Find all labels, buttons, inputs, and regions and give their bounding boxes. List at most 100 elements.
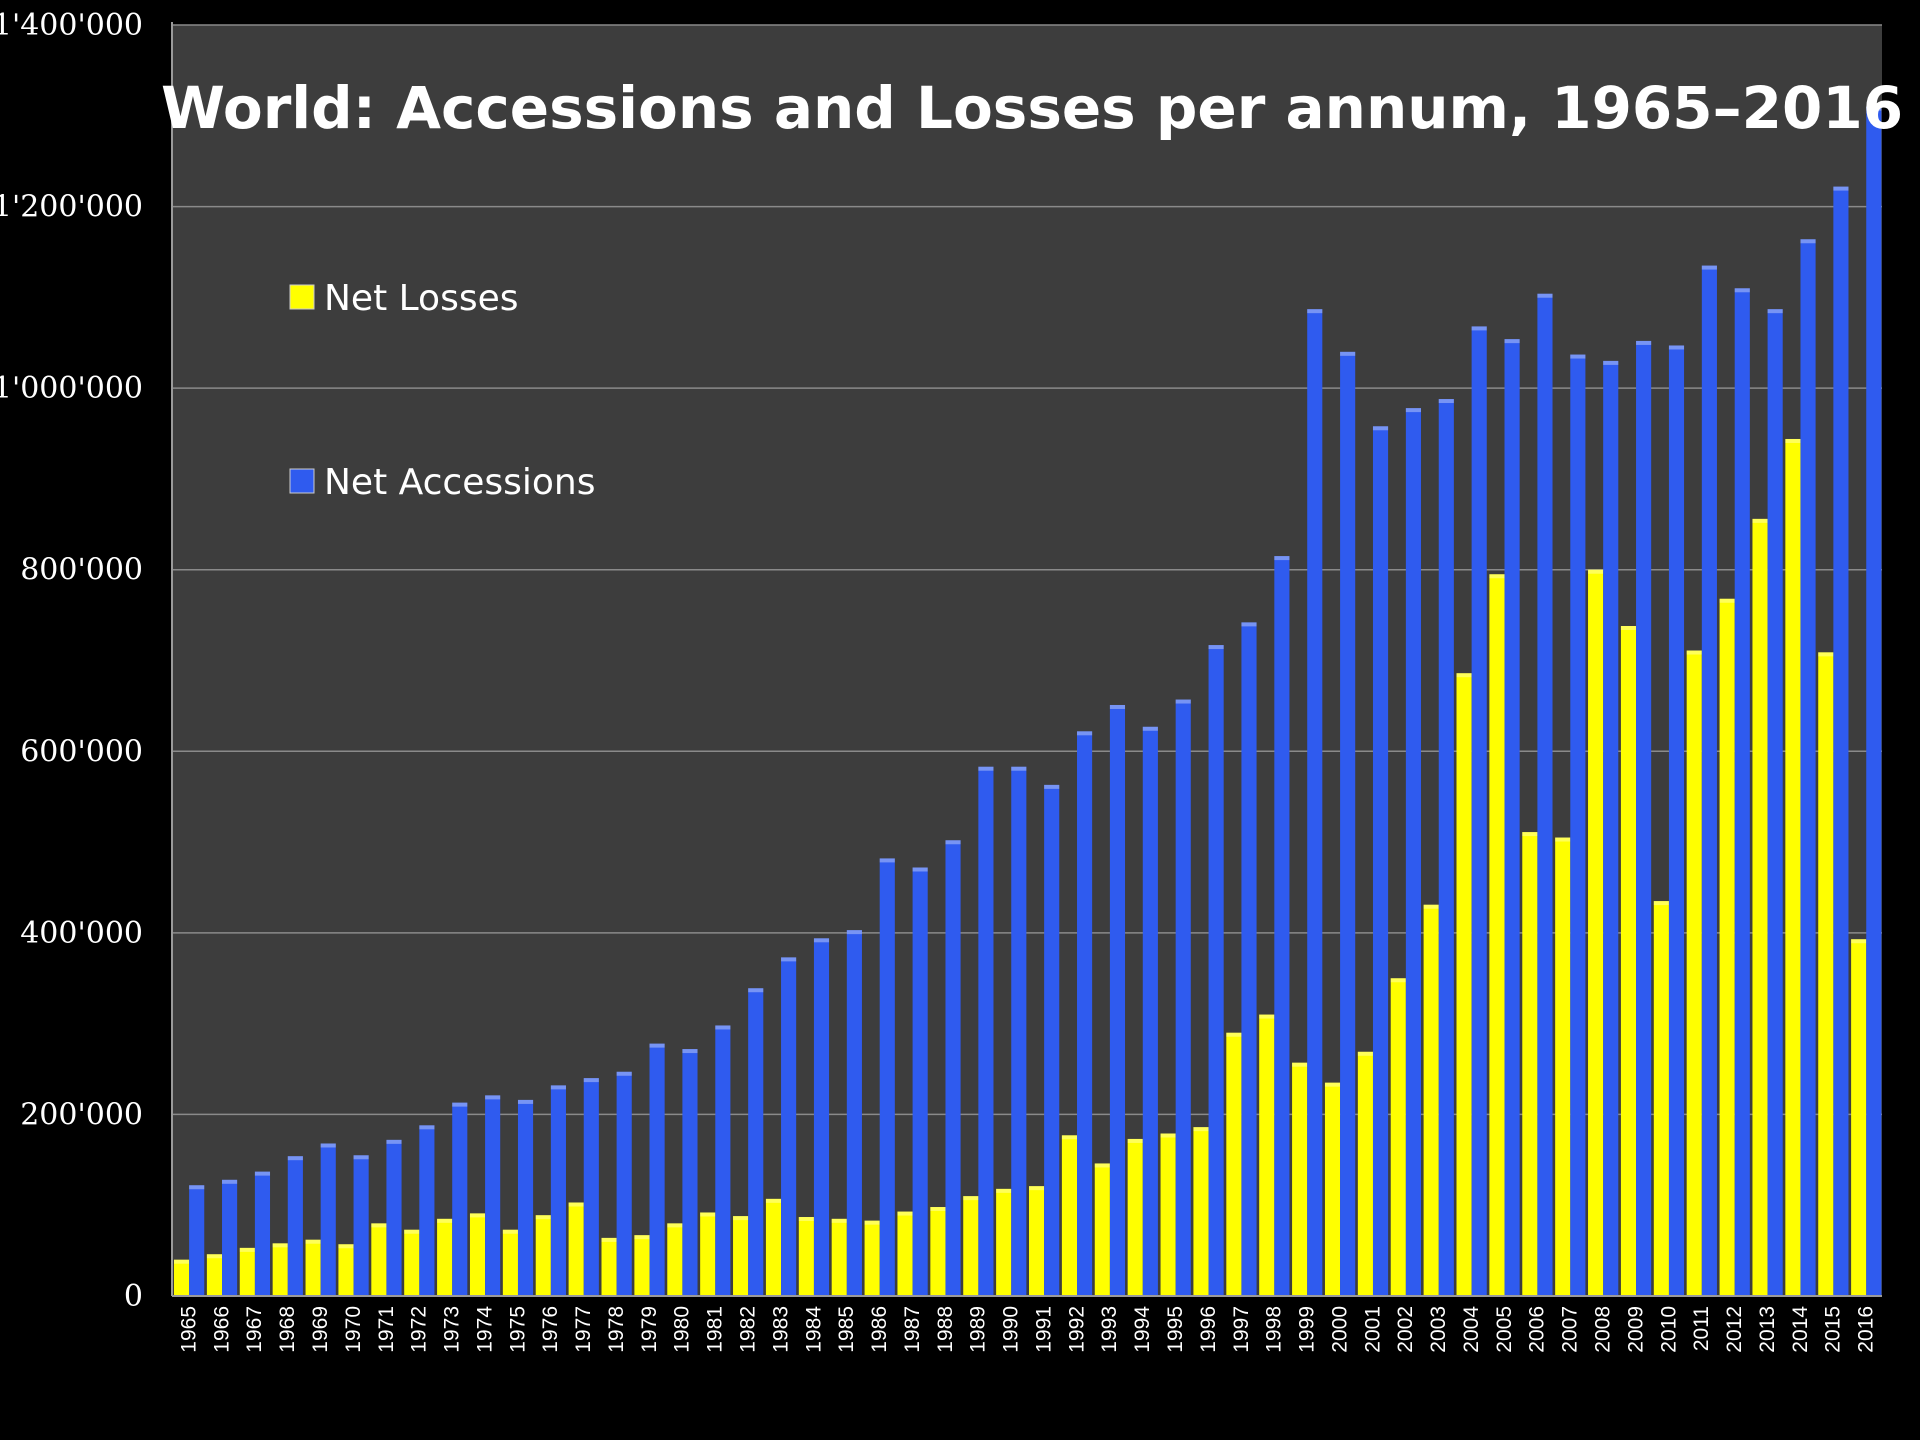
- bar-net-losses-cap: [568, 1202, 584, 1207]
- bar-net-losses: [634, 1235, 650, 1296]
- bar-net-losses: [469, 1213, 486, 1296]
- bar-net-losses-cap: [1193, 1127, 1209, 1132]
- bar-net-losses-cap: [897, 1211, 913, 1216]
- x-tick-label: 1996: [1197, 1306, 1220, 1353]
- bar-net-accessions-cap: [1767, 309, 1783, 314]
- x-tick-label: 1992: [1065, 1306, 1088, 1353]
- bar-net-accessions: [320, 1143, 336, 1296]
- legend: Net Losses Net Accessions: [289, 278, 595, 503]
- bar-net-losses: [1390, 978, 1406, 1296]
- bar-net-losses: [239, 1247, 255, 1296]
- y-tick-label: 400'000: [20, 916, 143, 951]
- bar-net-losses: [733, 1216, 749, 1296]
- x-tick-label: 1993: [1098, 1306, 1121, 1353]
- bar-net-losses-cap: [1818, 652, 1834, 657]
- bar-net-accessions-cap: [1044, 784, 1060, 789]
- bar-net-accessions-cap: [1372, 426, 1389, 431]
- bar-net-accessions-cap: [1800, 239, 1816, 244]
- bar-net-accessions-cap: [879, 858, 895, 863]
- bar-net-losses: [1752, 518, 1768, 1296]
- bar-net-accessions: [846, 930, 862, 1296]
- bar-net-losses: [1292, 1062, 1308, 1296]
- bar-net-accessions: [419, 1125, 435, 1296]
- x-tick-label: 1973: [441, 1306, 464, 1353]
- bar-net-losses: [1653, 901, 1669, 1296]
- bar-net-losses-cap: [700, 1212, 716, 1217]
- bar-net-losses-cap: [272, 1243, 288, 1248]
- bar-net-losses-cap: [798, 1217, 814, 1222]
- x-tick-label: 1977: [572, 1306, 595, 1353]
- bar-net-losses: [1061, 1135, 1078, 1296]
- bar-net-losses: [1818, 652, 1834, 1296]
- x-tick-label: 2009: [1624, 1306, 1647, 1353]
- y-tick-label: 800'000: [20, 553, 143, 588]
- bar-net-accessions-cap: [1603, 360, 1619, 365]
- bar-net-accessions: [1307, 309, 1323, 1296]
- bar-net-losses: [272, 1243, 288, 1296]
- bar-net-losses-cap: [667, 1223, 683, 1228]
- bar-net-accessions-cap: [1537, 293, 1553, 298]
- bar-net-losses: [206, 1254, 223, 1296]
- bar-net-losses-cap: [239, 1247, 255, 1252]
- bar-net-accessions-cap: [1208, 645, 1224, 650]
- bar-net-losses: [1029, 1186, 1045, 1296]
- bar-net-accessions: [1208, 645, 1224, 1296]
- x-tick-label: 1970: [342, 1306, 365, 1353]
- bar-net-accessions: [1767, 309, 1783, 1296]
- bar-net-accessions-cap: [978, 766, 994, 771]
- bar-net-losses-cap: [831, 1218, 847, 1223]
- bar-net-losses: [864, 1220, 880, 1296]
- bar-net-losses-cap: [1555, 837, 1571, 842]
- bar-net-losses-cap: [1423, 904, 1439, 909]
- bar-net-losses-cap: [1752, 518, 1768, 523]
- bar-net-accessions-cap: [1011, 766, 1027, 771]
- x-tick-label: 2005: [1493, 1306, 1516, 1353]
- bar-net-losses: [1226, 1032, 1242, 1296]
- bar-net-accessions-cap: [813, 938, 830, 943]
- bar-net-accessions-cap: [1274, 556, 1290, 561]
- bar-net-accessions-cap: [1077, 731, 1093, 736]
- bar-net-accessions: [287, 1156, 303, 1296]
- bar-net-accessions-cap: [287, 1156, 303, 1161]
- bar-net-losses-cap: [864, 1220, 880, 1225]
- bar-net-accessions: [1142, 726, 1158, 1296]
- legend-swatch: [289, 468, 315, 494]
- bar-net-losses: [1094, 1163, 1110, 1296]
- bar-net-losses-cap: [535, 1215, 551, 1220]
- bar-net-losses: [930, 1207, 946, 1296]
- bar-net-accessions-cap: [1636, 340, 1652, 345]
- bar-net-losses: [305, 1239, 321, 1296]
- bar-net-losses-cap: [765, 1198, 782, 1203]
- bar-net-accessions: [1668, 345, 1685, 1296]
- bar-net-losses-cap: [1588, 569, 1604, 574]
- x-tick-label: 1982: [736, 1306, 759, 1353]
- bar-net-accessions-cap: [452, 1102, 468, 1107]
- x-tick-label: 1965: [177, 1306, 200, 1353]
- bar-net-accessions: [748, 988, 764, 1296]
- bar-net-accessions: [1471, 326, 1487, 1296]
- x-tick-label: 1988: [934, 1306, 957, 1353]
- legend-swatch: [289, 284, 315, 310]
- bar-net-losses: [831, 1218, 847, 1296]
- bar-net-accessions-cap: [616, 1071, 632, 1076]
- bar-net-losses: [174, 1259, 190, 1296]
- bar-net-accessions: [1405, 408, 1421, 1296]
- x-tick-label: 1979: [638, 1306, 661, 1353]
- bar-net-accessions-cap: [320, 1143, 336, 1148]
- bar-net-accessions-cap: [517, 1099, 534, 1104]
- x-tick-label: 1969: [309, 1306, 332, 1353]
- bar-net-losses-cap: [305, 1239, 321, 1244]
- bar-net-accessions-cap: [1241, 622, 1257, 627]
- x-tick-label: 1980: [671, 1306, 694, 1353]
- bar-net-accessions: [353, 1155, 369, 1296]
- x-tick-label: 2007: [1559, 1306, 1582, 1353]
- x-tick-label: 2002: [1394, 1306, 1417, 1353]
- bar-net-losses-cap: [1226, 1032, 1242, 1037]
- bar-net-accessions-cap: [781, 957, 797, 962]
- bar-net-losses-cap: [1259, 1014, 1275, 1019]
- bar-net-losses-cap: [996, 1188, 1012, 1193]
- bar-net-losses-cap: [469, 1213, 486, 1218]
- bar-net-accessions: [1636, 340, 1652, 1296]
- bar-net-accessions: [616, 1071, 632, 1296]
- bar-net-losses-cap: [1785, 438, 1801, 443]
